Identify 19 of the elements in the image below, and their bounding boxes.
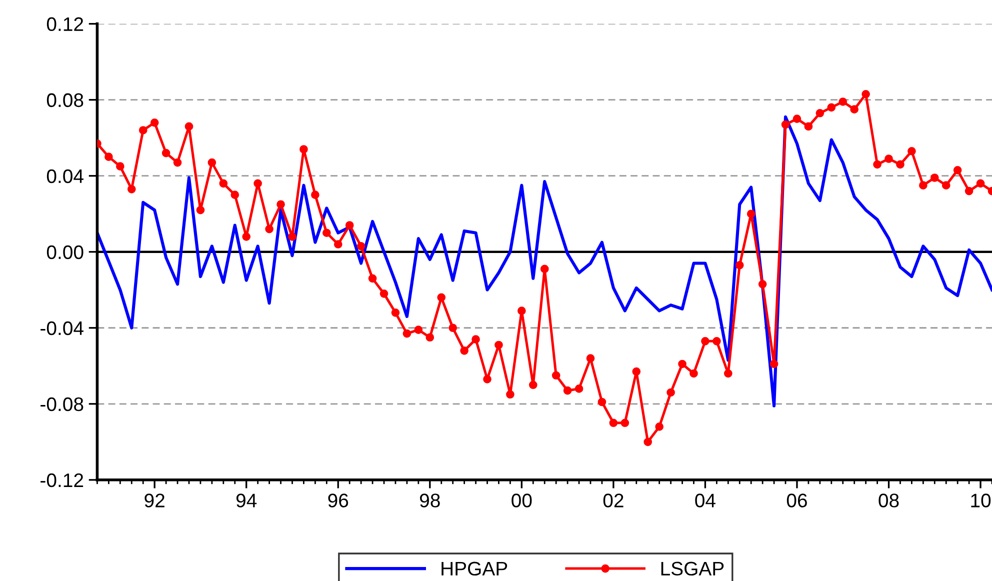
x-tick-label: 00 [512, 494, 532, 508]
x-tick-label: 92 [144, 494, 164, 508]
y-tick-label: 0.08 [46, 93, 84, 108]
x-tick-label: 08 [878, 494, 899, 508]
y-tick-label: -0.12 [40, 473, 84, 488]
x-tick-label: 96 [328, 494, 348, 508]
y-tick-label: 0.12 [46, 17, 84, 32]
y-tick-label: -0.08 [40, 397, 84, 412]
legend-label: HPGAP [442, 562, 508, 576]
x-tick-label: 06 [786, 494, 807, 508]
x-tick-label: 04 [695, 494, 716, 508]
legend-label: LSGAP [661, 562, 724, 576]
y-tick-label: 0.04 [46, 169, 84, 184]
x-tick-label: 98 [420, 494, 440, 508]
y-tick-label: 0.00 [46, 245, 84, 260]
x-tick-label: 94 [236, 494, 257, 508]
x-tick-label: 02 [603, 494, 624, 508]
y-tick-label: -0.04 [40, 321, 84, 336]
x-tick-label: 10 [971, 494, 991, 508]
